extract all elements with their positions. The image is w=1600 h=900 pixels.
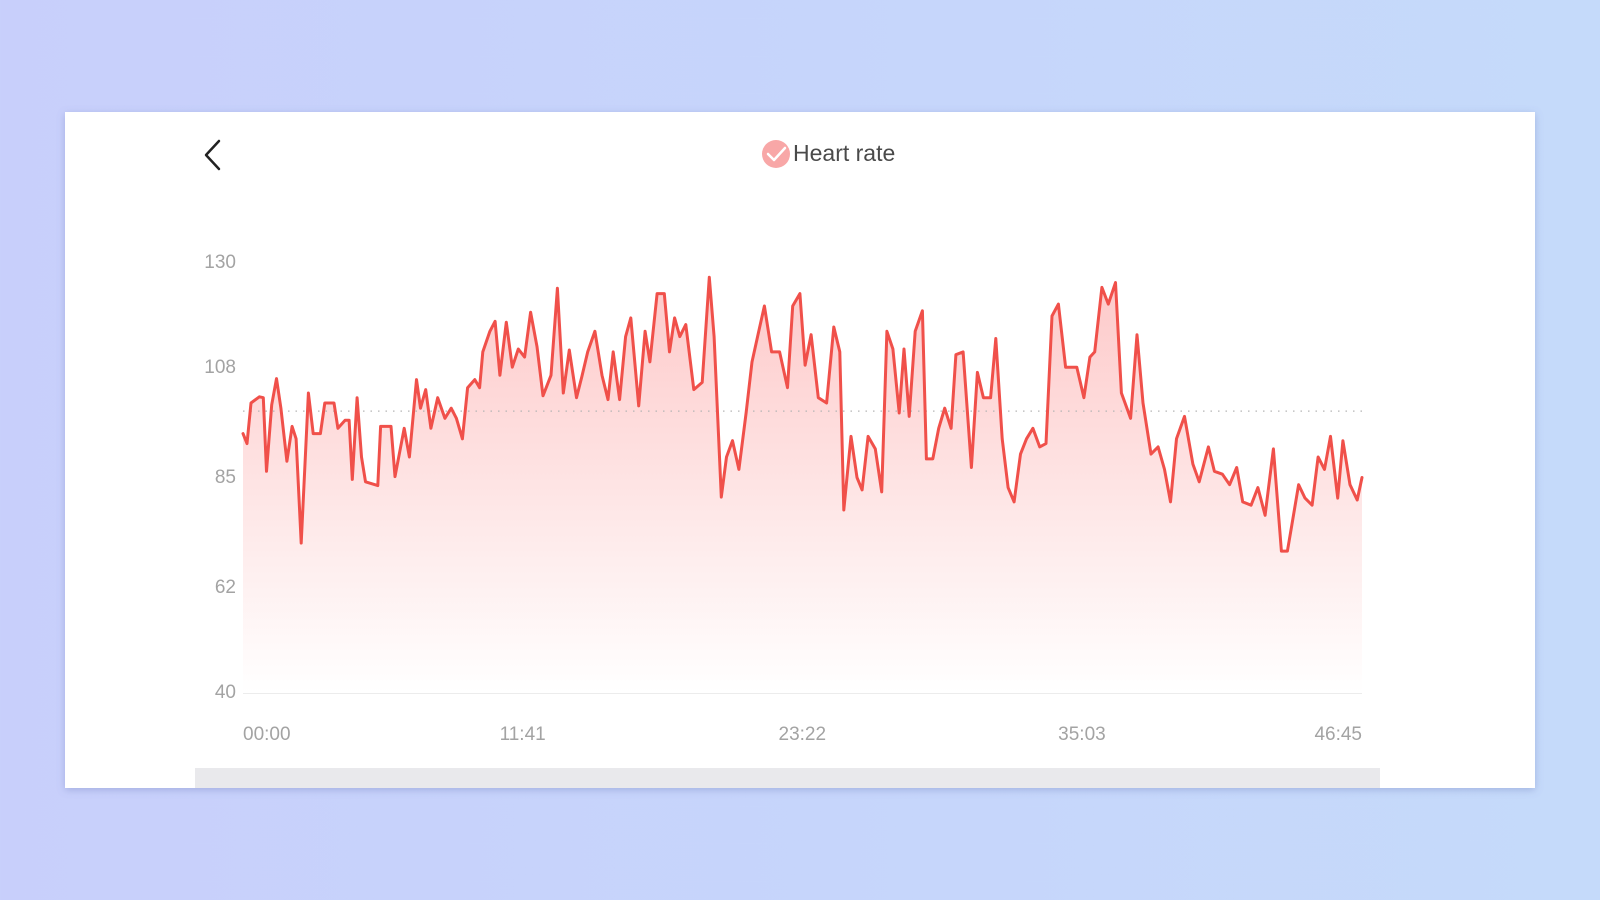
legend-label: Heart rate — [793, 140, 895, 166]
y-tick-label: 62 — [215, 577, 236, 598]
y-tick-label: 108 — [204, 357, 236, 378]
check-icon — [762, 140, 790, 168]
y-tick-label: 40 — [215, 682, 236, 703]
x-tick-label: 11:41 — [500, 724, 546, 745]
x-tick-label: 35:03 — [1058, 724, 1106, 745]
x-tick-label: 00:00 — [243, 724, 291, 745]
back-button[interactable] — [204, 139, 221, 171]
check-mark — [766, 146, 787, 162]
x-tick-label: 46:45 — [1314, 724, 1362, 745]
area-fill — [243, 277, 1362, 693]
y-tick-label: 85 — [215, 467, 236, 488]
heart-rate-line — [241, 275, 1364, 553]
x-tick-label: 23:22 — [779, 724, 827, 745]
y-tick-label: 130 — [204, 252, 236, 273]
legend-item[interactable]: Heart rate — [762, 140, 895, 168]
scroll-bar[interactable] — [195, 768, 1380, 788]
